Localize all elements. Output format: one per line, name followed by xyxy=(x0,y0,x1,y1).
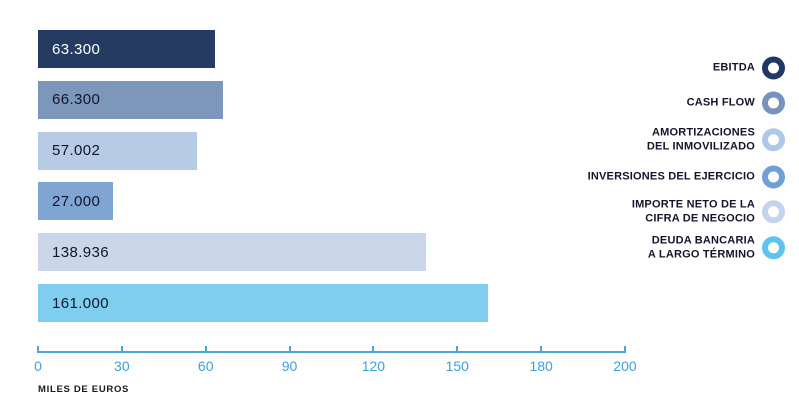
bar-value-label: 161.000 xyxy=(52,294,110,312)
bar-value-label: 57.002 xyxy=(52,142,101,160)
bar-value-label: 138.936 xyxy=(52,243,110,261)
x-axis-tick-label: 60 xyxy=(197,358,214,374)
bar: 66.300 xyxy=(38,80,224,119)
bar-value-label: 63.300 xyxy=(52,40,101,58)
x-axis-line xyxy=(37,351,626,353)
x-axis-tick xyxy=(540,346,543,353)
legend-item: IMPORTE NETO DE LA CIFRA DE NEGOCIO xyxy=(632,198,785,226)
legend-marker-icon xyxy=(762,236,785,260)
legend-marker-icon xyxy=(762,165,785,189)
legend-label-line: DEUDA BANCARIA xyxy=(651,234,755,247)
legend-marker-icon xyxy=(762,91,785,115)
bar: 27.000 xyxy=(38,182,114,221)
x-axis-tick-label: 150 xyxy=(445,358,469,374)
bar: 63.300 xyxy=(38,30,215,68)
x-axis-title: MILES DE EUROS xyxy=(38,384,130,395)
bar-value-label: 27.000 xyxy=(52,192,101,210)
x-axis-tick-label: 120 xyxy=(361,358,386,374)
x-axis-tick xyxy=(456,346,459,353)
x-axis-tick xyxy=(623,346,626,353)
legend: EBITDA CASH FLOW AMORTIZACIONES DEL INMOVIL… xyxy=(535,0,785,404)
legend-label: CASH FLOW xyxy=(687,96,755,110)
legend-label-line: A LARGO TÉRMINO xyxy=(647,248,755,260)
legend-label-line: INVERSIONES DEL EJERCICIO xyxy=(587,170,755,183)
x-axis-tick-label: 200 xyxy=(613,358,637,374)
legend-item: DEUDA BANCARIA A LARGO TÉRMINO xyxy=(648,234,785,262)
legend-item: AMORTIZACIONES DEL INMOVILIZADO xyxy=(647,126,785,154)
legend-label-line: AMORTIZACIONES xyxy=(651,126,755,139)
legend-label-line: CASH FLOW xyxy=(686,96,755,109)
x-axis-tick xyxy=(120,346,123,353)
x-axis-tick-label: 180 xyxy=(529,358,553,374)
bar-value-label: 66.300 xyxy=(52,91,101,109)
legend-marker-icon xyxy=(762,128,785,152)
legend-marker-icon xyxy=(762,56,785,80)
legend-item: EBITDA xyxy=(713,56,785,80)
legend-label-line: IMPORTE NETO DE LA xyxy=(631,198,755,211)
legend-label-line: EBITDA xyxy=(712,61,755,74)
legend-item: INVERSIONES DEL EJERCICIO xyxy=(588,165,785,189)
bar: 138.936 xyxy=(38,233,427,272)
legend-item: CASH FLOW xyxy=(687,91,785,115)
x-axis-tick xyxy=(288,346,291,353)
x-axis-tick xyxy=(204,346,207,353)
legend-marker-icon xyxy=(762,200,785,224)
legend-label: IMPORTE NETO DE LA CIFRA DE NEGOCIO xyxy=(632,198,755,226)
x-axis-tick xyxy=(37,346,39,353)
legend-label-line: DEL INMOVILIZADO xyxy=(646,140,755,152)
x-axis-tick-label: 30 xyxy=(114,358,130,374)
legend-label: DEUDA BANCARIA A LARGO TÉRMINO xyxy=(648,234,755,262)
x-axis-tick-label: 90 xyxy=(281,358,298,374)
legend-label: INVERSIONES DEL EJERCICIO xyxy=(588,170,755,184)
x-axis-tick-label: 0 xyxy=(34,358,42,374)
bar: 161.000 xyxy=(38,284,489,322)
bar: 57.002 xyxy=(38,131,198,170)
legend-label-line: CIFRA DE NEGOCIO xyxy=(645,212,755,224)
legend-label: EBITDA xyxy=(713,61,755,75)
legend-label: AMORTIZACIONES DEL INMOVILIZADO xyxy=(647,126,755,154)
x-axis-tick xyxy=(372,346,375,353)
